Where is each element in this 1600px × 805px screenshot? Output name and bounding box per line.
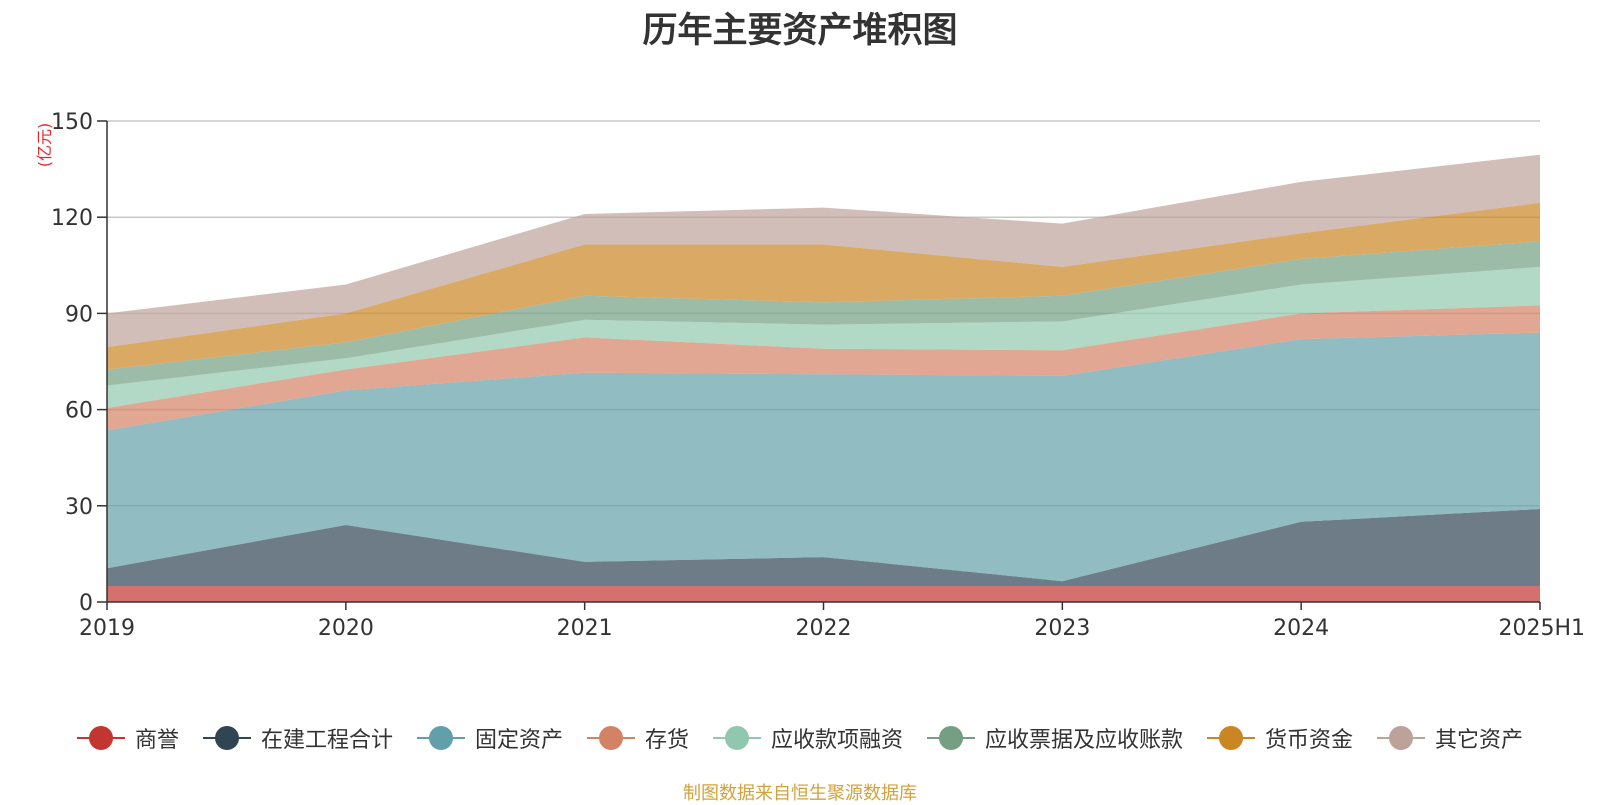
legend-marker-icon (586, 726, 635, 750)
legend-item-3[interactable]: 存货 (586, 722, 689, 754)
area-series-5 (107, 241, 1540, 386)
legend-label: 在建工程合计 (260, 728, 393, 753)
area-series-4 (107, 266, 1540, 408)
y-tick-label-0: 0 (79, 591, 93, 616)
legend-label: 其它资产 (1435, 728, 1524, 753)
legend-label: 应收款项融资 (771, 728, 904, 753)
legend-marker-icon (1377, 726, 1426, 750)
y-axis-unit-label: (亿元) (35, 123, 54, 168)
legend-label: 商誉 (134, 728, 179, 753)
chart-title: 历年主要资产堆积图 (642, 11, 958, 51)
area-series-0 (107, 586, 1540, 602)
x-tick-label-2: 2021 (557, 616, 613, 641)
source-note: 制图数据来自恒生聚源数据库 (683, 783, 917, 804)
area-series-1 (107, 509, 1540, 586)
legend-marker-icon (1207, 726, 1256, 750)
x-tick-label-0: 2019 (79, 616, 135, 641)
legend-item-1[interactable]: 在建工程合计 (202, 722, 393, 754)
legend-item-2[interactable]: 固定资产 (416, 722, 563, 754)
legend-item-4[interactable]: 应收款项融资 (713, 722, 903, 754)
legend-label: 应收票据及应收账款 (985, 728, 1184, 753)
legend-marker-icon (713, 726, 761, 750)
area-series-3 (107, 305, 1540, 431)
legend-marker-icon (416, 726, 465, 750)
legend-marker-icon (927, 726, 976, 750)
x-tick-label-6: 2025H1 (1498, 616, 1585, 641)
legend-label: 货币资金 (1265, 728, 1354, 753)
legend: 商誉 在建工程合计 固定资产 存货 应收款项融资 应收票据及应收账款 货币资金 其它资产 (0, 718, 1600, 758)
chart-plot: 0 30 60 90 120 150 2019 2020 2021 2022 2023 2024 202… (35, 110, 1585, 641)
y-tick-label-3: 90 (65, 302, 93, 327)
y-tick-label-4: 120 (51, 206, 93, 231)
area-series-layer (107, 154, 1540, 602)
legend-marker-icon (76, 726, 125, 750)
legend-item-5[interactable]: 应收票据及应收账款 (927, 722, 1183, 754)
x-tick-label-1: 2020 (318, 616, 374, 641)
area-series-7 (107, 154, 1540, 348)
legend-item-7[interactable]: 其它资产 (1377, 722, 1523, 754)
legend-label: 固定资产 (474, 728, 563, 753)
area-series-2 (107, 332, 1540, 582)
y-tick-label-5: 150 (51, 110, 93, 135)
legend-item-0[interactable]: 商誉 (76, 722, 179, 754)
x-tick-label-4: 2023 (1034, 616, 1090, 641)
legend-item-6[interactable]: 货币资金 (1207, 722, 1353, 754)
legend-label: 存货 (644, 728, 689, 753)
x-tick-label-3: 2022 (796, 616, 852, 641)
axes: 0 30 60 90 120 150 2019 2020 2021 2022 2023 2024 202… (51, 110, 1585, 641)
y-tick-label-2: 60 (65, 399, 93, 424)
legend-marker-icon (202, 726, 251, 750)
y-tick-label-1: 30 (65, 495, 93, 520)
x-tick-label-5: 2024 (1273, 616, 1329, 641)
area-series-6 (107, 202, 1540, 370)
